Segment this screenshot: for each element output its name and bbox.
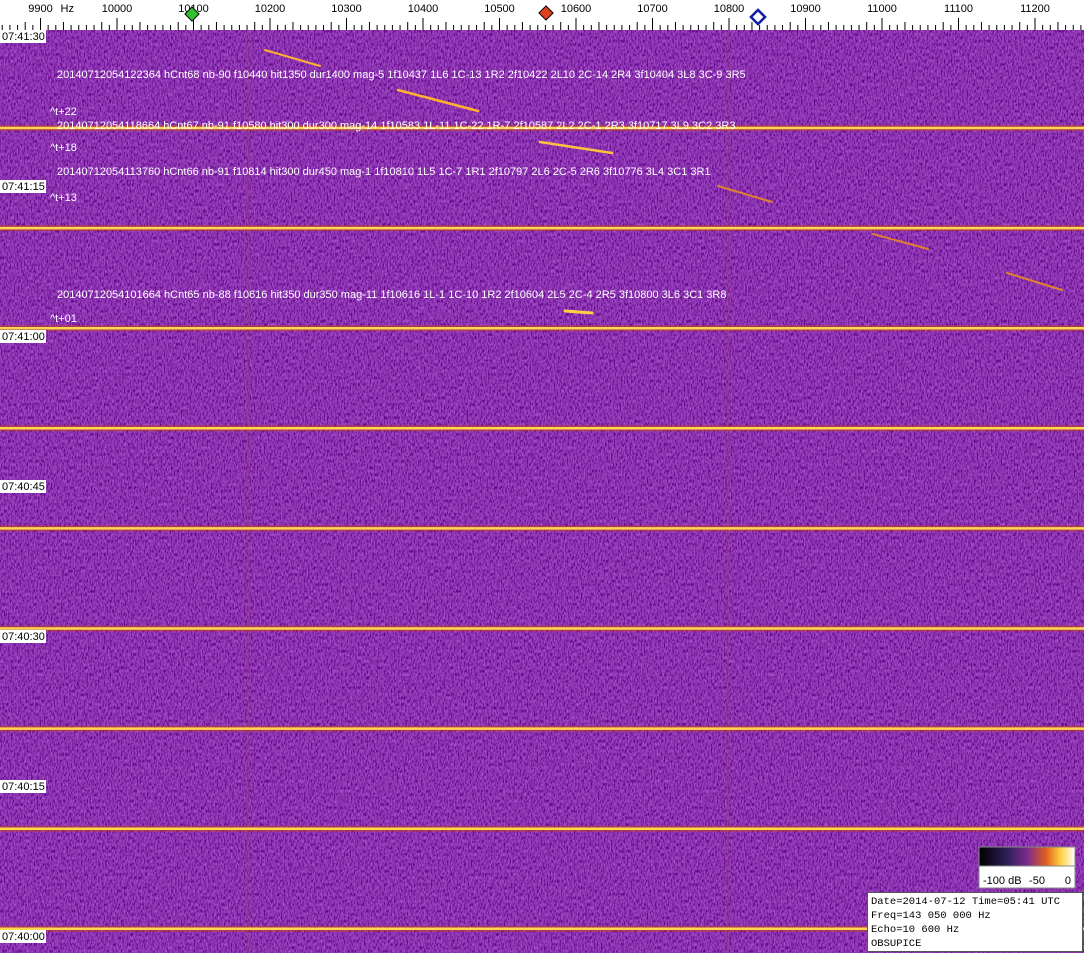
detections: 20140712054122364 hCnt68 nb-90 f10440 hi… xyxy=(50,69,746,325)
colorbar-legend xyxy=(978,865,1076,889)
freq-tick-label: 10000 xyxy=(102,3,133,15)
waterfall-noise xyxy=(0,30,1084,953)
freq-tick-label: 10300 xyxy=(331,3,362,15)
freq-axis: 9900100001010010200103001040010500106001… xyxy=(1,3,1082,30)
freq-tick-label: 11000 xyxy=(867,3,897,15)
freq-tick-label: 10500 xyxy=(484,3,515,15)
bands xyxy=(0,125,1084,932)
freq-tick-label: 10400 xyxy=(408,3,439,15)
info-line: OBSUPICE xyxy=(871,938,921,950)
freq-tick-label: 10700 xyxy=(637,3,668,15)
detection-text: 20140712054101664 hCnt65 nb-88 f10616 hi… xyxy=(57,289,727,301)
echo xyxy=(538,140,614,155)
time-label-bg xyxy=(0,30,46,43)
detection-text: 20140712054122364 hCnt68 nb-90 f10440 hi… xyxy=(57,69,746,81)
marker-blue[interactable] xyxy=(749,8,767,26)
time-label-bg xyxy=(0,330,46,343)
colorbar-gradient xyxy=(978,846,1076,867)
echo xyxy=(396,88,480,113)
time-label: 07:40:45 xyxy=(2,481,45,493)
time-label: 07:41:30 xyxy=(2,31,45,43)
info-line: Freq=143 050 000 Hz xyxy=(871,910,991,922)
detection-text: 20140712054118664 hCnt67 nb-91 f10580 hi… xyxy=(57,120,735,132)
freq-unit: Hz xyxy=(61,3,74,15)
detection-offset: ^t+18 xyxy=(50,142,77,154)
freq-tick-label: 9900 xyxy=(28,3,52,15)
info-line: Date=2014-07-12 Time=05:41 UTC xyxy=(871,896,1060,908)
time-label-bg xyxy=(0,780,46,793)
detection-offset: ^t+01 xyxy=(50,313,77,325)
time-label-bg xyxy=(0,930,46,943)
colorbar-label: -100 dB xyxy=(983,875,1022,887)
freq-tick-label: 11100 xyxy=(944,3,973,15)
detection-text: 20140712054113760 hCnt66 nb-91 f10814 hi… xyxy=(57,166,711,178)
meteor-echoes xyxy=(264,49,1063,315)
time-label: 07:40:00 xyxy=(2,931,45,943)
freq-tick-label: 10900 xyxy=(790,3,821,15)
time-label: 07:40:30 xyxy=(2,631,45,643)
freq-tick-label: 10200 xyxy=(255,3,286,15)
colorbar-label: -50 xyxy=(1029,875,1045,887)
marker-green[interactable] xyxy=(184,6,200,22)
freq-tick-label: 10800 xyxy=(714,3,745,15)
time-label-bg xyxy=(0,480,46,493)
time-label-bg xyxy=(0,180,46,193)
time-label: 07:40:15 xyxy=(2,781,45,793)
info-panel xyxy=(867,892,1083,952)
time-label-bg xyxy=(0,630,46,643)
detection-offset: ^t+13 xyxy=(50,192,77,204)
colorbar: -100 dB -50 0 xyxy=(978,846,1076,889)
echo xyxy=(717,185,773,203)
freq-tick-label: 11200 xyxy=(1020,3,1050,15)
info-box: Date=2014-07-12 Time=05:41 UTC Freq=143 … xyxy=(867,892,1083,952)
colorbar-label: 0 xyxy=(1065,875,1071,887)
time-label: 07:41:15 xyxy=(2,181,45,193)
echo xyxy=(563,309,594,315)
time-label: 07:41:00 xyxy=(2,331,45,343)
info-line: Echo=10 600 Hz xyxy=(871,924,959,936)
marker-red[interactable] xyxy=(538,5,554,21)
echo xyxy=(1006,272,1063,291)
markers xyxy=(184,5,767,26)
echo xyxy=(264,49,321,67)
echo xyxy=(872,233,929,250)
freq-tick-label: 10600 xyxy=(561,3,592,15)
detection-offset: ^t+22 xyxy=(50,106,77,118)
time-axis: 07:41:30 07:41:15 07:41:00 07:40:45 07:40:30… xyxy=(0,30,46,943)
